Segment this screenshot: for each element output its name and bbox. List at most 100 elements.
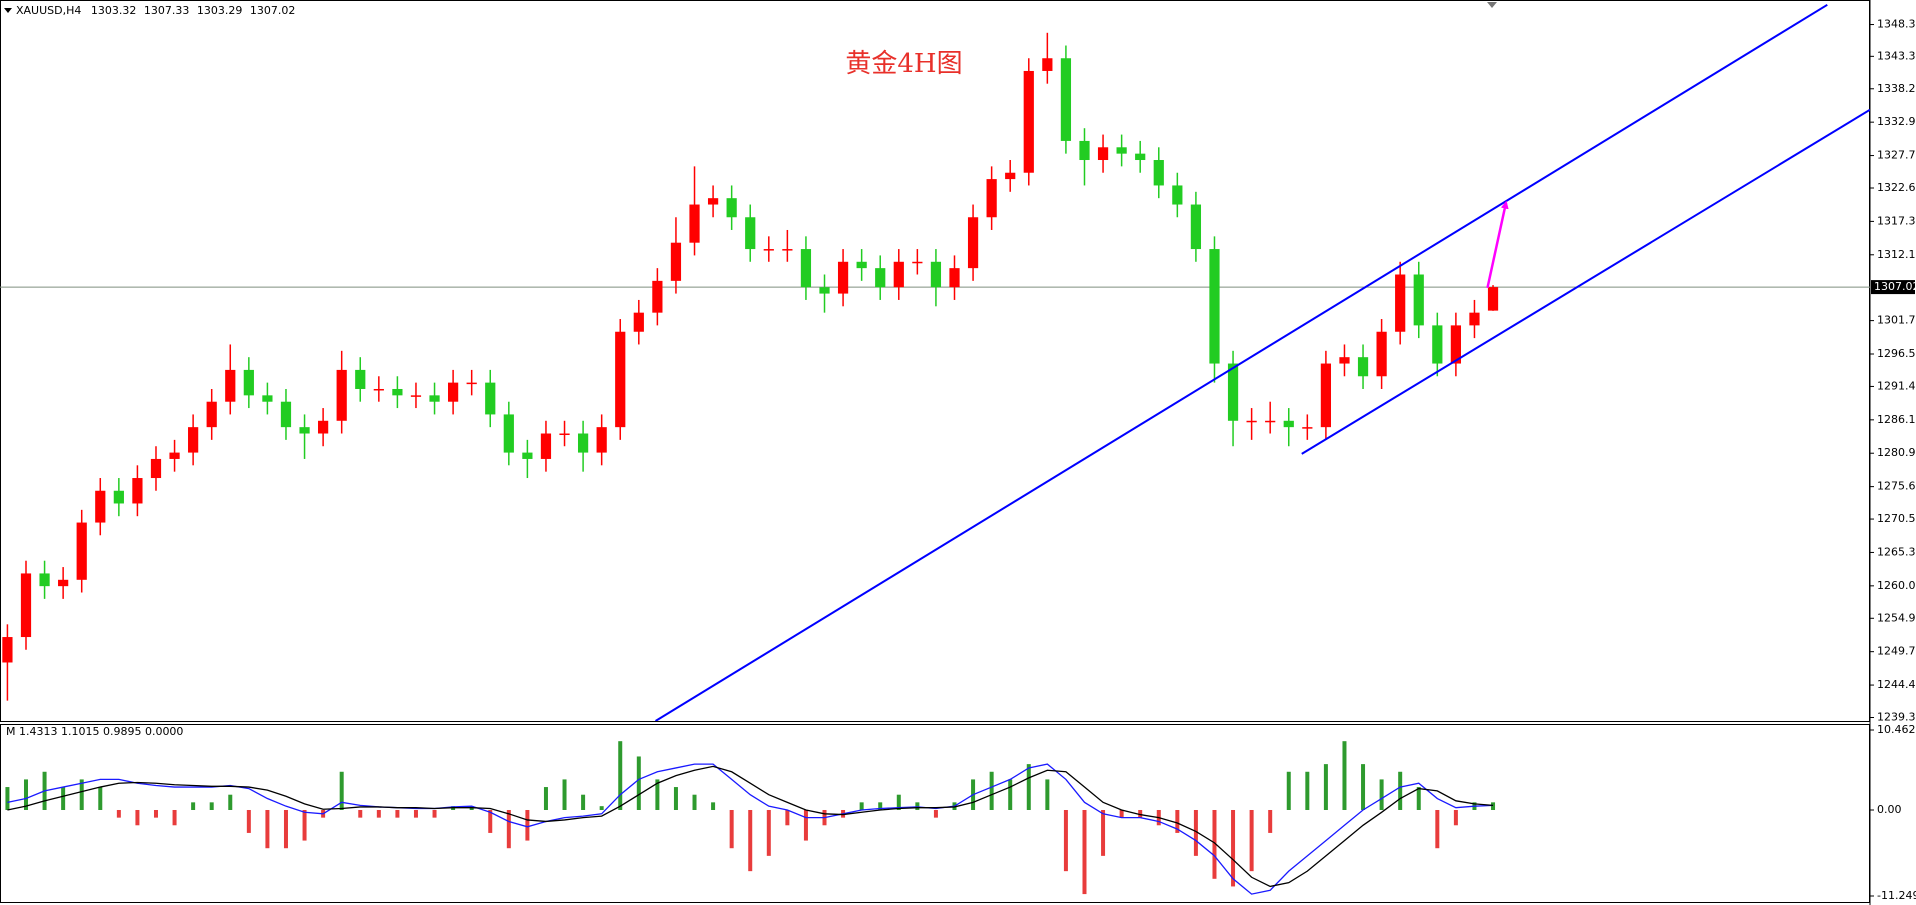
candle-body	[577, 433, 589, 453]
histogram-bar	[525, 809, 530, 841]
histogram-bar	[1398, 771, 1403, 810]
histogram-bar	[413, 809, 418, 818]
histogram-bar	[581, 794, 586, 810]
candle-body	[503, 414, 514, 453]
histogram-bar	[1249, 809, 1254, 872]
histogram-bar	[803, 809, 808, 841]
candle-body	[1023, 70, 1034, 173]
candle-body	[95, 490, 106, 523]
y-tick-label: 1260.05	[1877, 579, 1916, 592]
histogram-bar	[1045, 779, 1050, 810]
candle-body	[1432, 325, 1443, 364]
y-tick-label: 1239.35	[1877, 711, 1916, 724]
candle-body	[615, 331, 626, 428]
histogram-bar	[915, 802, 920, 810]
candle-body	[949, 268, 960, 288]
y-tick-label: 10.4628	[1877, 723, 1916, 736]
y-tick-label: 0.00	[1877, 803, 1902, 816]
candle-body	[1060, 58, 1072, 141]
histogram-bar	[376, 809, 381, 818]
candle-body	[1042, 58, 1053, 71]
histogram-bar	[61, 787, 66, 810]
candle-body	[522, 452, 533, 459]
indicator-label: M 1.4313 1.1015 0.9895 0.0000	[6, 725, 183, 738]
histogram-bar	[246, 809, 251, 833]
histogram-bar	[79, 779, 84, 810]
candle-body	[1005, 172, 1016, 180]
histogram-bar	[618, 741, 623, 810]
histogram-bar	[599, 806, 604, 810]
candle-body	[1283, 420, 1294, 428]
candle-body	[1450, 325, 1461, 364]
shift-marker	[1487, 2, 1497, 8]
histogram-bar	[1008, 779, 1013, 810]
histogram-bar	[265, 809, 270, 849]
candle-body	[1209, 249, 1220, 364]
histogram-bar	[172, 809, 177, 826]
indicator-line	[7, 763, 1494, 895]
candle-body	[1265, 420, 1276, 423]
chart-header: XAUUSD,H4 1303.32 1307.33 1303.29 1307.0…	[16, 4, 295, 17]
candle-body	[1227, 363, 1239, 421]
candle-body	[559, 433, 570, 436]
candle-body	[1079, 140, 1090, 161]
histogram-bar	[191, 802, 196, 810]
candle-body	[225, 369, 236, 402]
histogram-bar	[135, 809, 140, 826]
candle-body	[726, 198, 737, 218]
candle-body	[930, 261, 942, 288]
candle-body	[763, 249, 774, 251]
histogram-bar	[358, 809, 363, 818]
candle-body	[1487, 287, 1499, 311]
candle-body	[485, 382, 496, 415]
candle-body	[299, 427, 310, 434]
y-tick-label: 1332.95	[1877, 115, 1916, 128]
y-tick-label: 1322.60	[1877, 181, 1916, 194]
candle-body	[967, 217, 979, 269]
y-tick-label: 1312.10	[1877, 248, 1916, 261]
candle-body	[1246, 420, 1257, 423]
histogram-bar	[23, 779, 28, 810]
histogram-bar	[636, 756, 641, 810]
header-low: 1303.29	[197, 4, 243, 17]
histogram-bar	[506, 809, 511, 849]
histogram-bar	[896, 794, 901, 810]
candle-body	[1172, 185, 1183, 205]
candle-body	[20, 573, 32, 638]
candle-body	[132, 478, 143, 504]
histogram-bar	[1361, 764, 1366, 810]
candle-body	[113, 490, 124, 504]
histogram-bar	[1175, 809, 1180, 833]
histogram-bar	[488, 809, 493, 833]
candle-body	[1357, 357, 1369, 377]
histogram-bar	[1379, 779, 1384, 810]
y-tick-label: 1348.30	[1877, 18, 1916, 31]
histogram-bar	[1138, 809, 1143, 818]
indicator-line	[7, 765, 1494, 888]
candle-body	[1339, 357, 1350, 364]
trendline	[1301, 108, 1870, 455]
candle-body	[1190, 204, 1202, 250]
candle-body	[837, 261, 849, 294]
candle-body	[633, 312, 644, 332]
candle-body	[318, 420, 329, 434]
y-tick-label: 1301.75	[1877, 314, 1916, 327]
histogram-bar	[302, 809, 307, 841]
candle-body	[336, 369, 347, 421]
histogram-bar	[395, 809, 400, 818]
candle-body	[2, 637, 13, 663]
symbol-menu	[4, 8, 12, 13]
candle-body	[893, 261, 904, 288]
histogram-bar	[1212, 809, 1217, 879]
candle-body	[429, 395, 440, 402]
histogram-bar	[1286, 771, 1291, 810]
candle-body	[540, 433, 552, 459]
candle-body	[856, 261, 867, 269]
candle-body	[355, 369, 366, 389]
histogram-bar	[711, 802, 716, 810]
candle-body	[1153, 160, 1164, 186]
y-tick-label: 1338.20	[1877, 82, 1916, 95]
candle-body	[596, 427, 607, 453]
trendline	[654, 3, 1828, 721]
candle-body	[1376, 331, 1387, 377]
